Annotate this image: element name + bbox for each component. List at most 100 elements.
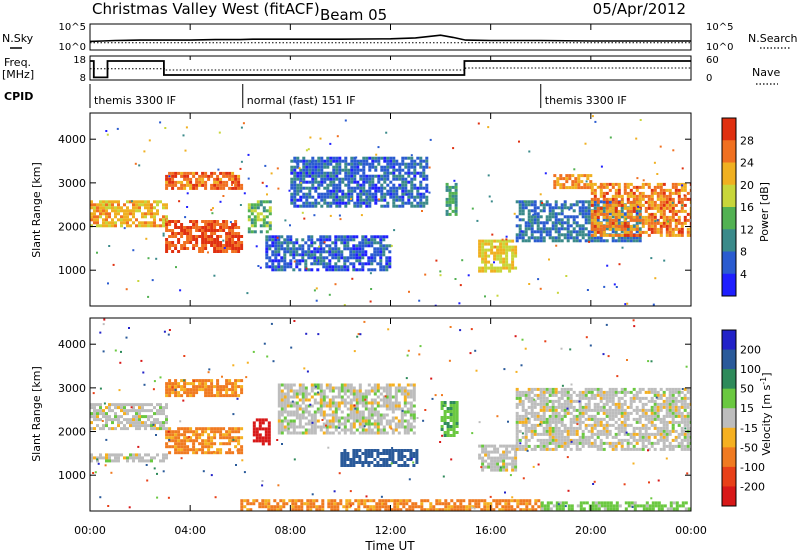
heatmap-region-4 <box>265 235 392 272</box>
cell <box>293 198 297 202</box>
cell <box>587 402 591 406</box>
cell <box>391 407 395 411</box>
cell <box>361 244 365 248</box>
cell <box>572 417 576 421</box>
cell <box>590 390 594 394</box>
cell <box>653 206 657 210</box>
cell <box>385 398 389 402</box>
cell <box>332 198 336 202</box>
cell <box>308 201 312 205</box>
cell <box>644 414 648 418</box>
cell <box>572 426 576 430</box>
cell <box>343 449 347 452</box>
cell <box>189 220 193 223</box>
speckle <box>532 213 535 216</box>
cell <box>644 429 648 433</box>
cell <box>210 391 214 395</box>
cell <box>380 192 384 196</box>
cell <box>346 395 350 399</box>
cell <box>527 393 531 397</box>
cell <box>653 221 657 225</box>
cell <box>367 461 371 464</box>
cell <box>262 224 266 228</box>
cell <box>325 386 329 390</box>
cell <box>346 265 350 269</box>
cell <box>605 206 609 210</box>
cell <box>174 442 178 446</box>
cell <box>370 241 374 245</box>
speckle <box>410 154 413 157</box>
cell <box>171 229 175 232</box>
cell <box>671 393 675 397</box>
cell <box>374 189 378 193</box>
cell <box>560 408 564 412</box>
cell <box>105 456 108 460</box>
cell <box>674 444 678 448</box>
cell <box>268 265 272 269</box>
cell <box>174 439 178 443</box>
cell <box>683 218 687 222</box>
cell <box>349 262 353 266</box>
cell <box>623 224 627 228</box>
cell <box>361 265 365 269</box>
cell <box>325 244 329 248</box>
cell <box>370 422 374 426</box>
cell <box>111 427 114 431</box>
cell <box>231 174 235 178</box>
cell <box>195 451 199 455</box>
cell <box>310 428 314 432</box>
speckle <box>106 133 109 136</box>
cell <box>629 212 633 216</box>
cell <box>608 209 612 213</box>
cell <box>165 382 169 386</box>
cell <box>376 413 380 417</box>
cell <box>117 415 120 419</box>
noise-right-label: N.Search <box>748 32 798 45</box>
cell <box>216 180 220 184</box>
cell <box>135 409 138 413</box>
cell <box>111 459 114 463</box>
cell <box>623 212 627 216</box>
cell <box>490 248 494 252</box>
cell <box>611 218 615 222</box>
cell <box>391 449 395 452</box>
cell <box>298 244 302 248</box>
cell <box>298 422 302 426</box>
cell <box>412 431 416 435</box>
cell <box>256 212 260 216</box>
speckle <box>147 257 150 260</box>
cell <box>258 421 262 425</box>
cell <box>548 423 552 427</box>
cell <box>551 402 555 406</box>
cell <box>605 390 609 394</box>
speckle <box>125 288 128 291</box>
cell <box>183 229 187 232</box>
cell <box>373 458 377 461</box>
cell <box>177 226 181 229</box>
cell <box>511 444 515 448</box>
speckle <box>145 237 148 240</box>
cell <box>385 247 389 251</box>
cell <box>165 436 169 440</box>
cell <box>391 461 395 464</box>
cell <box>629 411 633 415</box>
cell <box>374 174 378 178</box>
cell <box>329 177 333 181</box>
cell <box>514 456 518 460</box>
cell <box>328 431 332 435</box>
cell <box>376 383 380 387</box>
cell <box>352 395 356 399</box>
cell <box>367 238 371 242</box>
cell <box>587 215 591 219</box>
cell <box>183 439 187 443</box>
cell <box>376 416 380 420</box>
station-title: Christmas Valley West (fitACF) <box>92 0 320 18</box>
speckle <box>471 207 474 210</box>
cell <box>620 402 624 406</box>
cell <box>286 410 290 414</box>
cell <box>177 445 181 449</box>
cell <box>301 401 305 405</box>
cell <box>225 385 229 389</box>
cell <box>126 209 129 213</box>
cell <box>641 435 645 439</box>
